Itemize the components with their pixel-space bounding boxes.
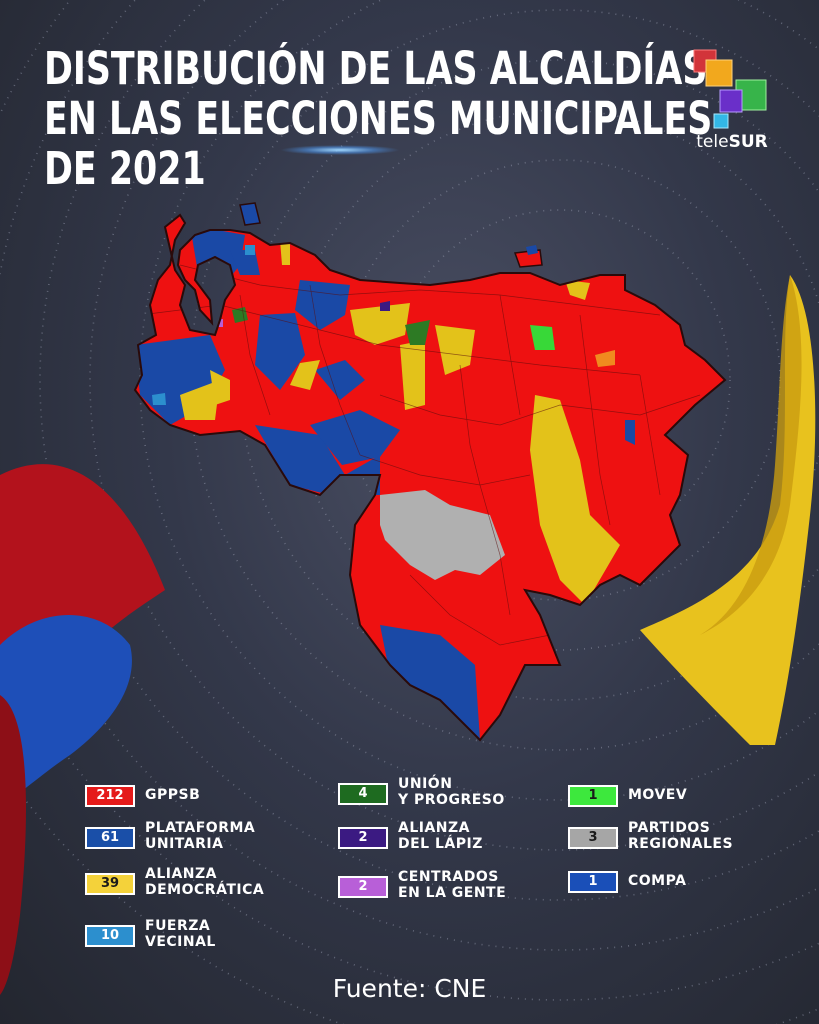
legend-label-gppsb: GPPSB [145,787,201,803]
island-coche [526,245,538,255]
legend-badge-alianza-del-lapiz: 2 [338,827,388,849]
legend-badge-movev: 1 [568,785,618,807]
page-title: DISTRIBUCIÓN DE LAS ALCALDÍAS EN LAS ELE… [44,42,713,195]
legend-badge-fuerza-vecinal: 10 [85,925,135,947]
legend-badge-plataforma-unitaria: 61 [85,827,135,849]
legend-label-plataforma-unitaria: PLATAFORMA UNITARIA [145,820,256,852]
legend-label-alianza-democratica: ALIANZA DEMOCRÁTICA [145,866,265,898]
legend-label-union-progreso: UNIÓN Y PROGRESO [398,776,505,808]
legend-badge-gppsb: 212 [85,785,135,807]
legend-label-alianza-del-lapiz: ALIANZA DEL LÁPIZ [398,820,483,852]
title-line-1: DISTRIBUCIÓN DE LAS ALCALDÍAS [44,42,708,95]
legend-badge-centrados-en-la-gente: 2 [338,876,388,898]
title-line-2: EN LAS ELECCIONES MUNICIPALES [44,92,713,145]
legend-label-fuerza-vecinal: FUERZA VECINAL [145,918,216,950]
island-paraguana [239,202,261,226]
telesur-logo: teleSUR [684,46,780,158]
legend-label-centrados-en-la-gente: CENTRADOS EN LA GENTE [398,869,507,901]
telesur-logo-text: teleSUR [696,132,768,152]
legend-badge-alianza-democratica: 39 [85,873,135,895]
title-glow [280,145,400,155]
flag-ribbon-left [0,464,165,995]
telesur-logo-icon [693,49,767,129]
legend-label-movev: MOVEV [628,787,688,803]
legend-label-partidos-regionales: PARTIDOS REGIONALES [628,820,734,852]
legend-badge-partidos-regionales: 3 [568,827,618,849]
legend-badge-compa: 1 [568,871,618,893]
source-caption: Fuente: CNE [332,974,487,1003]
legend-label-compa: COMPA [628,873,687,889]
legend-badge-union-progreso: 4 [338,783,388,805]
flag-ribbon-right [640,275,816,745]
title-line-3: DE 2021 [44,142,206,195]
venezuela-map [133,202,727,742]
